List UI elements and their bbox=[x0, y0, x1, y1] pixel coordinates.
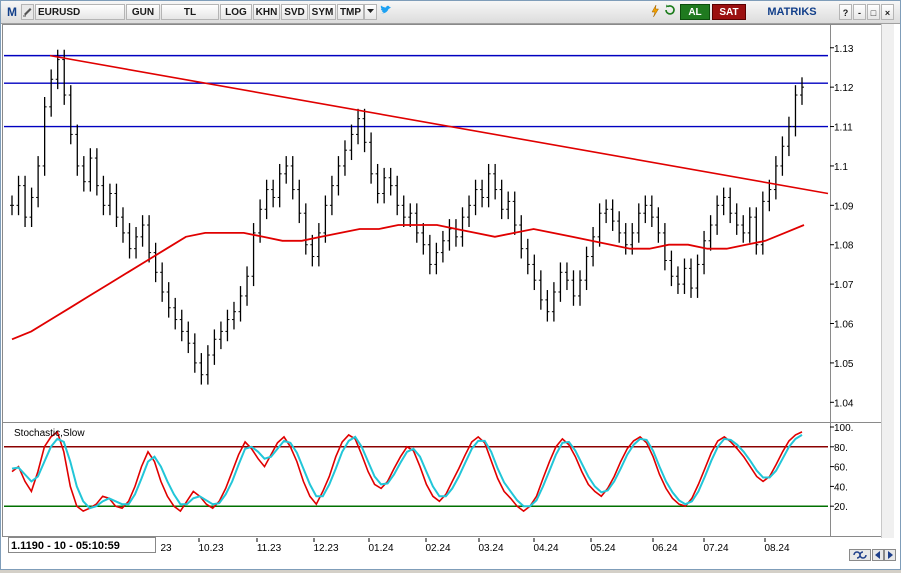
toolbar: M EURUSD GUN TL LOG KHN SVD SYM TMP AL S… bbox=[1, 1, 900, 24]
stoch-axis-label: 20. bbox=[834, 502, 848, 513]
twitter-icon[interactable] bbox=[378, 4, 392, 20]
svd-button[interactable]: SVD bbox=[281, 4, 308, 20]
price-axis-label: 1.12 bbox=[834, 83, 854, 94]
x-axis-label: 10.23 bbox=[198, 543, 223, 554]
price-axis-label: 1.13 bbox=[834, 44, 854, 55]
x-axis-label: 05.24 bbox=[590, 543, 615, 554]
period-button-gun[interactable]: GUN bbox=[126, 4, 160, 20]
tmp-button[interactable]: TMP bbox=[337, 4, 364, 20]
x-axis: 23 10.23 11.23 12.23 01.24 02.24 03.24 04.24 05.… bbox=[153, 538, 790, 554]
price-axis-label: 1.07 bbox=[834, 280, 854, 291]
x-axis-label: 23 bbox=[160, 543, 172, 554]
vertical-scrollbar[interactable] bbox=[881, 24, 894, 538]
refresh-icon[interactable] bbox=[663, 4, 677, 20]
stoch-axis-label: 60. bbox=[834, 463, 848, 474]
x-axis-label: 04.24 bbox=[533, 543, 558, 554]
help-icon[interactable]: ? bbox=[839, 4, 852, 20]
minimize-icon[interactable]: - bbox=[853, 4, 866, 20]
buy-button[interactable]: AL bbox=[680, 4, 710, 20]
log-scale-button[interactable]: LOG bbox=[220, 4, 252, 20]
alarm-bolt-icon[interactable] bbox=[648, 4, 662, 20]
khn-button[interactable]: KHN bbox=[253, 4, 280, 20]
x-axis-label: 07.24 bbox=[703, 543, 728, 554]
x-axis-label: 08.24 bbox=[764, 543, 789, 554]
x-axis-label: 03.24 bbox=[478, 543, 503, 554]
stoch-k-line bbox=[11, 430, 803, 513]
footer: 23 10.23 11.23 12.23 01.24 02.24 03.24 04.24 05.… bbox=[1, 538, 900, 569]
price-axis-label: 1.06 bbox=[834, 320, 854, 331]
sym-button[interactable]: SYM bbox=[309, 4, 336, 20]
stoch-axis-label: 100. bbox=[834, 423, 853, 434]
symbol-edit-icon[interactable] bbox=[21, 4, 34, 20]
app-logo: M bbox=[7, 5, 17, 19]
price-axis-label: 1.08 bbox=[834, 241, 854, 252]
symbol-field[interactable]: EURUSD bbox=[35, 4, 125, 20]
price-axis-label: 1.09 bbox=[834, 201, 854, 212]
scroll-right-icon[interactable] bbox=[884, 549, 896, 561]
currency-button-tl[interactable]: TL bbox=[161, 4, 219, 20]
link-icon[interactable] bbox=[849, 549, 871, 561]
x-axis-label: 01.24 bbox=[368, 543, 393, 554]
price-axis-label: 1.05 bbox=[834, 359, 854, 370]
price-axis-label: 1.11 bbox=[834, 123, 853, 134]
x-axis-label: 11.23 bbox=[257, 543, 282, 554]
chart-border bbox=[2, 24, 892, 537]
scroll-left-icon[interactable] bbox=[872, 549, 884, 561]
x-axis-label: 02.24 bbox=[425, 543, 450, 554]
stoch-d-line bbox=[11, 434, 803, 510]
price-axis-label: 1.1 bbox=[834, 162, 848, 173]
brand-logo: MATRIKS bbox=[767, 6, 817, 18]
price-chart[interactable]: 1.04 1.05 1.06 1.07 1.08 1.09 1.1 1.11 1.12 1.13 2… bbox=[2, 24, 893, 538]
dropdown-arrow-icon[interactable] bbox=[364, 4, 377, 20]
x-axis-label: 06.24 bbox=[652, 543, 677, 554]
price-readout: 1.1190 - 10 - 05:10:59 bbox=[8, 537, 156, 553]
stoch-axis-label: 80. bbox=[834, 443, 848, 454]
stoch-title: Stochastic,Slow bbox=[14, 428, 85, 439]
trend-line bbox=[49, 54, 829, 195]
x-axis-label: 12.23 bbox=[313, 543, 338, 554]
chart-area[interactable]: 1.04 1.05 1.06 1.07 1.08 1.09 1.1 1.11 1.12 1.13 2… bbox=[2, 24, 893, 538]
stoch-axis-label: 40. bbox=[834, 482, 848, 493]
sell-button[interactable]: SAT bbox=[712, 4, 746, 20]
moving-average-line bbox=[11, 224, 805, 341]
maximize-icon[interactable]: □ bbox=[867, 4, 880, 20]
price-axis-label: 1.04 bbox=[834, 398, 854, 409]
close-icon[interactable]: × bbox=[881, 4, 894, 20]
